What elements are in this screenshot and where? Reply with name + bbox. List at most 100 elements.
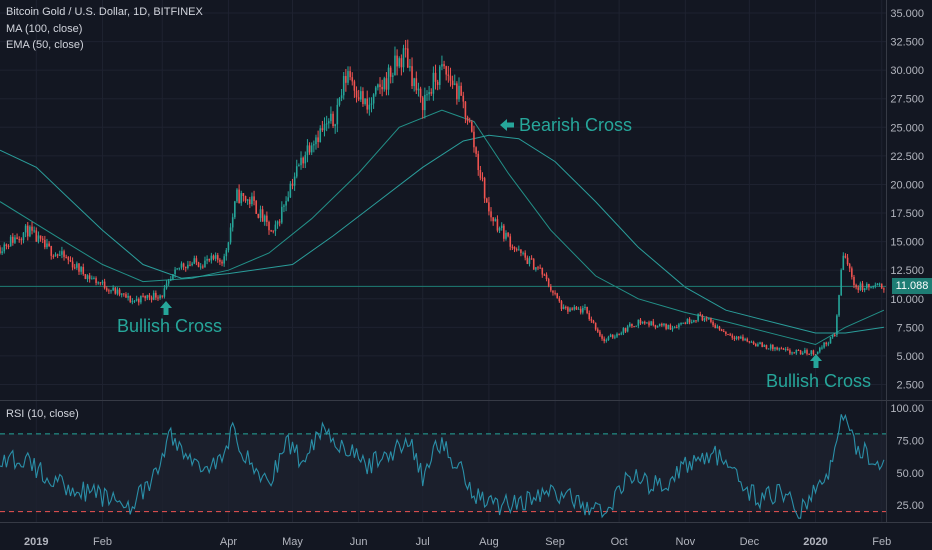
candle-body	[503, 225, 505, 239]
candle-body	[140, 295, 142, 303]
candle-body	[701, 315, 704, 321]
candle-body	[389, 67, 392, 77]
candle-body	[306, 145, 309, 156]
candle-body	[242, 193, 245, 197]
candle-body	[451, 80, 454, 85]
candle-body	[462, 95, 465, 102]
candle-body	[494, 219, 497, 222]
candle-body	[705, 318, 708, 320]
candle-body	[411, 66, 413, 87]
candle-body	[631, 323, 633, 327]
candle-body	[406, 48, 409, 68]
candle-body	[182, 263, 185, 267]
candle-body	[601, 335, 603, 339]
candle-body	[616, 333, 618, 337]
candle-body	[99, 282, 102, 284]
candle-body	[874, 285, 877, 287]
candle-body	[293, 176, 296, 186]
candle-body	[165, 283, 168, 289]
candle-body	[29, 226, 31, 237]
candle-body	[372, 94, 375, 104]
candle-body	[483, 178, 486, 199]
candle-body	[855, 285, 857, 288]
candle-body	[786, 349, 789, 351]
candle-body	[658, 323, 661, 327]
candle-body	[248, 199, 251, 205]
candle-body	[445, 66, 448, 75]
candle-body	[71, 261, 74, 268]
candle-body	[44, 239, 46, 248]
candle-body	[336, 104, 339, 125]
candle-body	[675, 327, 678, 329]
candle-body	[475, 147, 477, 154]
candle-body	[697, 314, 699, 321]
candle-body	[298, 165, 300, 167]
candle-body	[146, 295, 149, 299]
candle-body	[876, 283, 879, 286]
candle-body	[340, 95, 343, 99]
candle-body	[409, 66, 411, 68]
candle-body	[863, 288, 866, 291]
candle-body	[351, 77, 354, 82]
candle-body	[624, 328, 627, 332]
candle-body	[0, 247, 1, 254]
candle-body	[379, 84, 381, 88]
candle-body	[362, 91, 364, 105]
candle-body	[432, 72, 435, 94]
candle-body	[460, 85, 462, 96]
ma-legend: MA (100, close)	[6, 23, 83, 35]
candle-body	[276, 221, 279, 225]
candle-body	[471, 121, 473, 132]
candle-body	[690, 322, 693, 324]
candle-body	[383, 78, 386, 90]
candle-body	[174, 269, 176, 275]
rsi-indicator	[0, 413, 886, 519]
candle-body	[105, 288, 108, 291]
candle-body	[714, 325, 717, 328]
ema-50-line	[0, 109, 885, 346]
candle-body	[492, 217, 494, 222]
candle-body	[120, 293, 123, 295]
candle-body	[12, 236, 14, 243]
candle-body	[763, 345, 766, 347]
candle-body	[742, 336, 744, 341]
candle-body	[392, 75, 394, 77]
candle-body	[310, 145, 313, 153]
candle-body	[289, 183, 292, 198]
candle-body	[656, 326, 659, 328]
candle-body	[872, 286, 874, 288]
candle-body	[485, 198, 488, 203]
rsi-y-tick-label: 75.00	[896, 435, 924, 447]
candle-body	[720, 329, 723, 332]
candle-body	[33, 230, 35, 232]
candle-body	[541, 267, 544, 275]
candle-body	[244, 196, 247, 201]
candle-body	[840, 269, 842, 296]
candle-body	[86, 275, 89, 280]
candle-body	[325, 123, 328, 125]
y-tick-label: 20.000	[890, 179, 924, 191]
y-tick-label: 5.000	[896, 351, 924, 363]
candle-body	[554, 292, 556, 294]
candle-body	[374, 87, 377, 95]
candle-body	[603, 338, 605, 342]
candle-body	[434, 72, 437, 82]
candle-body	[522, 252, 524, 254]
candle-body	[848, 264, 851, 269]
candle-body	[438, 66, 441, 85]
candle-body	[712, 321, 714, 326]
candle-body	[665, 323, 667, 329]
candle-body	[368, 104, 371, 110]
candle-body	[626, 326, 629, 332]
candle-body	[496, 219, 499, 231]
candle-body	[430, 92, 433, 94]
candle-body	[172, 274, 174, 280]
x-tick-label: Oct	[611, 536, 628, 548]
candle-body	[823, 342, 825, 348]
candle-body	[635, 325, 638, 327]
candle-body	[808, 353, 810, 355]
y-tick-label: 32.500	[890, 37, 924, 49]
bullish-cross-label-1: Bullish Cross	[117, 316, 223, 336]
candle-body	[210, 255, 213, 261]
